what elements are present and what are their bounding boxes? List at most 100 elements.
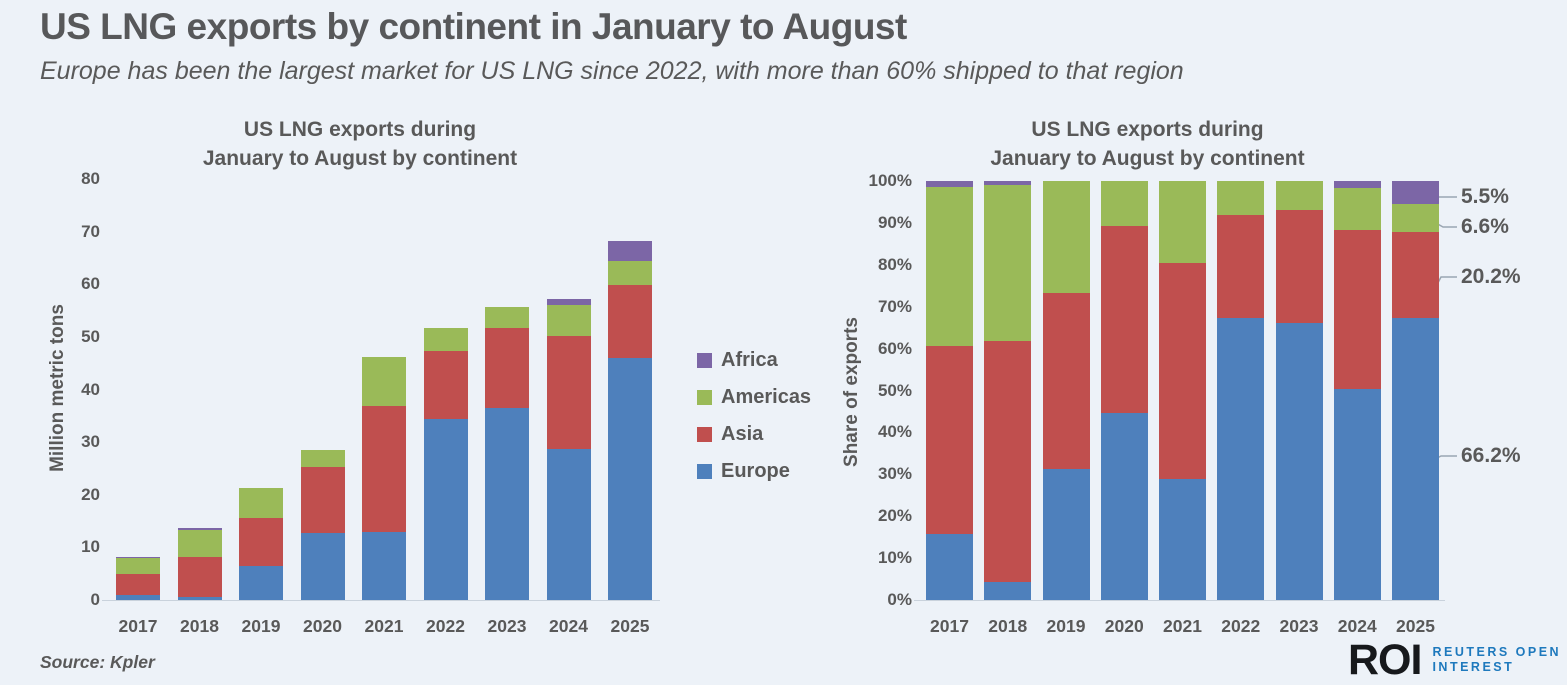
y-tick-label: 90% xyxy=(877,212,912,232)
bar-segment-americas-2017 xyxy=(116,558,160,575)
bar-segment-asia-2019 xyxy=(239,518,283,567)
legend-label: Asia xyxy=(721,423,764,445)
roi-logo-line1: REUTERS OPEN xyxy=(1432,645,1562,659)
bar-segment-africa-2018 xyxy=(177,528,222,530)
page-title: US LNG exports by continent in January t… xyxy=(40,6,907,47)
bar-segment-europe-2025 xyxy=(1392,318,1439,600)
bar-segment-africa-2025 xyxy=(608,241,652,262)
bar-column-2023 xyxy=(485,179,529,600)
bar-column-2025 xyxy=(1392,181,1439,600)
legend-swatch-europe xyxy=(697,464,712,479)
bar-segment-asia-2020 xyxy=(300,467,345,534)
bar-segment-americas-2023 xyxy=(485,306,529,329)
y-tick-label: 20% xyxy=(877,506,912,526)
bar-segment-asia-2025 xyxy=(608,285,652,358)
bar-column-2020 xyxy=(1100,181,1148,600)
bar-column-2025 xyxy=(608,179,652,600)
bar-segment-asia-2023 xyxy=(1275,210,1323,324)
x-tick-label-2018: 2018 xyxy=(180,616,219,636)
y-tick-label: 50% xyxy=(877,380,912,400)
legend-item-europe: Europe xyxy=(697,453,811,490)
x-tick-label-2017: 2017 xyxy=(930,616,969,636)
bar-segment-americas-2021 xyxy=(1159,181,1206,263)
bar-column-2018 xyxy=(984,181,1032,600)
bar-segment-asia-2017 xyxy=(116,574,160,595)
bar-segment-europe-2023 xyxy=(485,407,529,600)
x-axis-line xyxy=(102,600,660,601)
roi-logo-line2: INTEREST xyxy=(1432,660,1515,674)
x-tick-label-2022: 2022 xyxy=(426,616,465,636)
bar-column-2022 xyxy=(1217,181,1265,600)
bar-segment-americas-2018 xyxy=(984,185,1032,342)
y-tick-label: 50 xyxy=(81,326,100,346)
roi-logo-text: REUTERS OPEN INTEREST xyxy=(1432,645,1561,675)
annotation-africa: 5.5% xyxy=(1461,185,1509,208)
x-tick-label-2019: 2019 xyxy=(241,616,281,636)
bar-column-2019 xyxy=(1042,181,1090,600)
y-tick-label: 0% xyxy=(887,590,912,609)
bar-segment-asia-2022 xyxy=(1217,215,1265,319)
bar-segment-africa-2024 xyxy=(546,299,591,306)
bar-segment-africa-2024 xyxy=(1333,181,1381,189)
bar-column-2017 xyxy=(116,179,160,600)
right-chart-title-line2: January to August by continent xyxy=(990,147,1305,170)
bar-segment-asia-2018 xyxy=(984,341,1032,583)
right-chart-title-line1: US LNG exports during xyxy=(1031,118,1264,141)
y-tick-label: 40% xyxy=(877,422,912,442)
x-tick-label-2023: 2023 xyxy=(1279,616,1319,636)
x-tick-label-2021: 2021 xyxy=(364,616,404,636)
x-tick-label-2017: 2017 xyxy=(118,616,158,636)
x-axis-line xyxy=(914,600,1445,601)
y-tick-label: 40 xyxy=(81,379,100,399)
x-tick-label-2020: 2020 xyxy=(1104,616,1144,636)
bar-segment-africa-2017 xyxy=(926,181,973,188)
bar-segment-europe-2022 xyxy=(1217,318,1265,600)
annotation-europe: 66.2% xyxy=(1461,444,1521,467)
bar-segment-americas-2023 xyxy=(1275,181,1323,211)
bar-segment-europe-2019 xyxy=(239,566,283,600)
y-tick-label: 100% xyxy=(868,171,912,190)
legend-swatch-americas xyxy=(697,390,712,405)
bar-segment-americas-2021 xyxy=(362,357,406,406)
x-tick-label-2025: 2025 xyxy=(610,616,650,636)
bar-segment-europe-2023 xyxy=(1275,323,1323,600)
x-tick-label-2022: 2022 xyxy=(1221,616,1261,636)
bar-column-2024 xyxy=(546,179,591,600)
bar-segment-asia-2024 xyxy=(1333,230,1381,390)
bar-segment-africa-2017 xyxy=(116,557,160,559)
bar-segment-asia-2025 xyxy=(1392,232,1439,319)
annotation-asia: 20.2% xyxy=(1461,265,1521,288)
bar-column-2017 xyxy=(926,181,973,600)
bar-segment-europe-2021 xyxy=(1159,478,1206,600)
roi-logo: ROI REUTERS OPEN INTEREST xyxy=(1348,639,1561,682)
bar-column-2019 xyxy=(239,179,283,600)
bar-segment-europe-2024 xyxy=(1333,389,1381,600)
bar-segment-europe-2021 xyxy=(362,531,406,600)
bar-segment-asia-2021 xyxy=(1159,262,1206,479)
bar-segment-americas-2022 xyxy=(1217,181,1265,216)
bar-segment-europe-2018 xyxy=(177,597,222,600)
legend-label: Americas xyxy=(721,386,812,408)
bar-segment-europe-2020 xyxy=(300,533,345,600)
bar-segment-europe-2024 xyxy=(546,448,591,600)
x-tick-label-2020: 2020 xyxy=(303,616,342,636)
bar-segment-americas-2024 xyxy=(1333,188,1381,231)
bar-segment-asia-2024 xyxy=(546,335,591,449)
bar-segment-americas-2024 xyxy=(546,305,591,336)
legend-item-africa: Africa xyxy=(697,342,811,379)
bar-column-2021 xyxy=(1159,181,1206,600)
y-tick-label: 20 xyxy=(81,484,100,504)
bar-segment-europe-2019 xyxy=(1042,468,1090,600)
annotation-americas: 6.6% xyxy=(1461,215,1509,238)
bar-segment-europe-2017 xyxy=(116,594,160,600)
bar-segment-americas-2019 xyxy=(1042,181,1090,293)
x-tick-label-2025: 2025 xyxy=(1396,616,1435,636)
bar-segment-europe-2018 xyxy=(984,582,1032,600)
bar-segment-asia-2021 xyxy=(362,405,406,532)
bar-column-2021 xyxy=(362,179,406,600)
x-tick-label-2021: 2021 xyxy=(1163,616,1202,636)
y-tick-label: 70% xyxy=(877,296,912,316)
bar-segment-asia-2017 xyxy=(926,346,973,535)
bar-segment-asia-2020 xyxy=(1100,225,1148,413)
